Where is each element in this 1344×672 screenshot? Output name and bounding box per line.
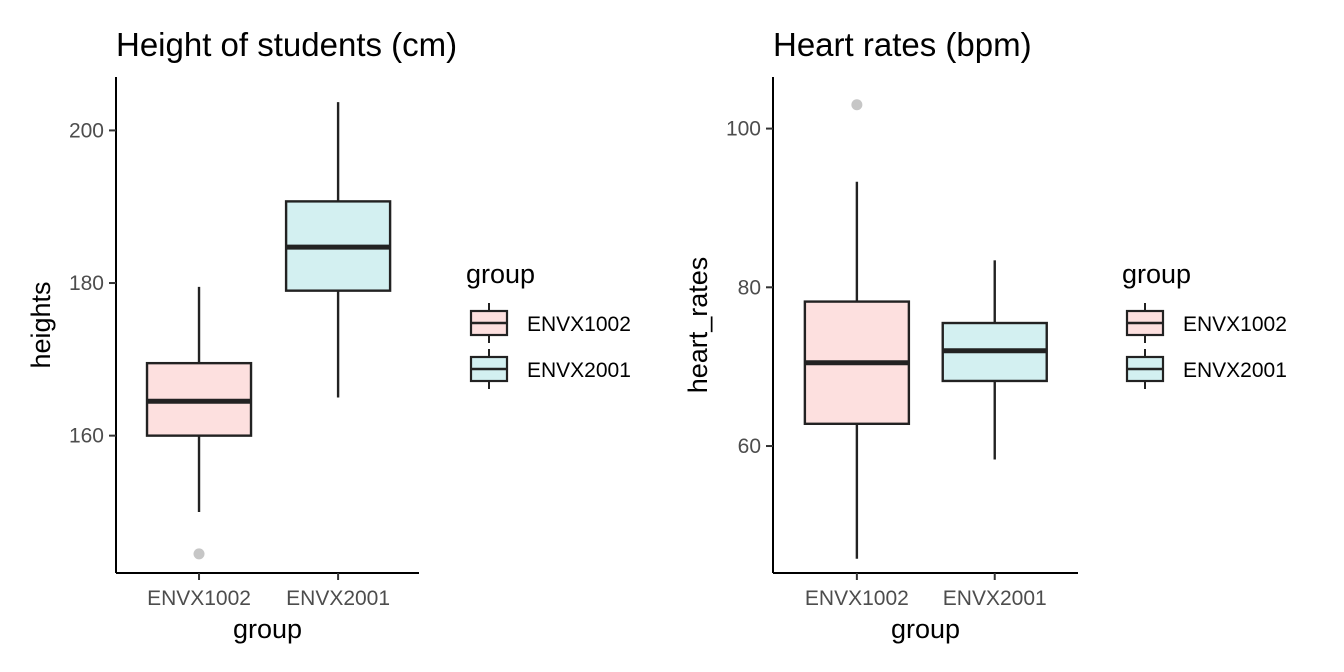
chart-title: Heart rates (bpm) xyxy=(773,26,1032,63)
legend: group ENVX1002 ENVX2001 xyxy=(466,259,631,389)
y-tick-label: 200 xyxy=(69,119,104,142)
legend-label: ENVX1002 xyxy=(1183,313,1287,336)
box-ENVX1002 xyxy=(803,99,911,559)
chart-title: Height of students (cm) xyxy=(116,26,457,63)
y-tick-label: 80 xyxy=(738,276,761,299)
y-axis-title: heart_rates xyxy=(683,257,713,394)
y-tick-label: 60 xyxy=(738,435,761,458)
box-ENVX2001 xyxy=(284,102,392,398)
chart-panel-2: Heart rates (bpm) 60 80 100 ENVX1002 ENVX2001… xyxy=(683,26,1287,644)
legend-label: ENVX1002 xyxy=(527,313,631,336)
y-tick-label: 100 xyxy=(726,118,761,141)
legend: group ENVX1002 ENVX2001 xyxy=(1122,259,1287,389)
legend-title: group xyxy=(466,259,535,289)
y-tick-label: 180 xyxy=(69,272,104,295)
chart-panel-1: Height of students (cm) 160 180 200 ENVX1002… xyxy=(26,26,631,644)
legend-label: ENVX2001 xyxy=(1183,359,1287,382)
y-tick-label: 160 xyxy=(69,425,104,448)
x-axis-title: group xyxy=(891,614,960,644)
box-ENVX1002 xyxy=(145,286,253,560)
outlier-point xyxy=(193,548,205,560)
outlier-point xyxy=(851,99,863,111)
y-axis-title: heights xyxy=(26,281,56,368)
box-ENVX2001 xyxy=(941,260,1048,460)
legend-title: group xyxy=(1122,259,1191,289)
x-tick-label: ENVX1002 xyxy=(805,587,909,610)
legend-label: ENVX2001 xyxy=(527,359,631,382)
x-tick-label: ENVX2001 xyxy=(286,587,390,610)
x-tick-label: ENVX1002 xyxy=(147,587,251,610)
x-tick-label: ENVX2001 xyxy=(943,587,1047,610)
x-axis-title: group xyxy=(233,614,302,644)
